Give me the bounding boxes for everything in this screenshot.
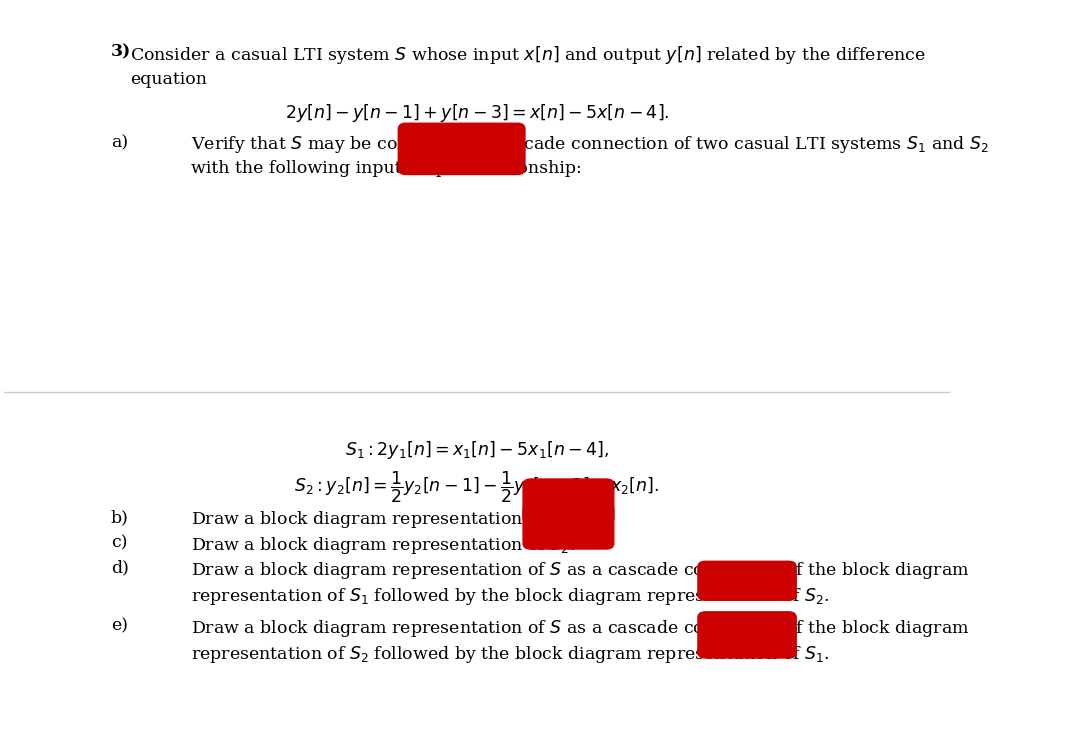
Text: Draw a block diagram representation of $S$ as a cascade connection of the block : Draw a block diagram representation of $… [191, 618, 970, 639]
Text: Verify that $S$ may be considered a cascade connection of two casual LTI systems: Verify that $S$ may be considered a casc… [191, 134, 989, 155]
FancyBboxPatch shape [523, 504, 613, 549]
FancyBboxPatch shape [399, 123, 525, 174]
Text: equation: equation [130, 71, 207, 88]
Text: Consider a casual LTI system $S$ whose input $x[n]$ and output $y[n]$ related by: Consider a casual LTI system $S$ whose i… [130, 44, 926, 66]
Text: $S_1: 2y_1[n] = x_1[n] - 5x_1[n-4],$: $S_1: 2y_1[n] = x_1[n] - 5x_1[n-4],$ [345, 439, 609, 461]
FancyBboxPatch shape [523, 479, 613, 523]
Text: Draw a block diagram representation of $S_1$.: Draw a block diagram representation of $… [191, 510, 576, 530]
Text: c): c) [111, 534, 127, 552]
Text: 3): 3) [111, 44, 132, 61]
Text: b): b) [111, 510, 129, 526]
Text: representation of $S_2$ followed by the block diagram representation of $S_1$.: representation of $S_2$ followed by the … [191, 644, 831, 664]
Text: representation of $S_1$ followed by the block diagram representation of $S_2$.: representation of $S_1$ followed by the … [191, 586, 831, 607]
Text: d): d) [111, 560, 129, 577]
Text: e): e) [111, 618, 127, 634]
FancyBboxPatch shape [698, 561, 796, 600]
Text: $2y[n] - y[n-1] + y[n-3] = x[n] - 5x[n-4].$: $2y[n] - y[n-1] + y[n-3] = x[n] - 5x[n-4… [284, 101, 669, 123]
Text: a): a) [111, 134, 129, 151]
Text: $S_2: y_2[n] = \dfrac{1}{2}y_2[n-1] - \dfrac{1}{2}y_2[n-3] + x_2[n].$: $S_2: y_2[n] = \dfrac{1}{2}y_2[n-1] - \d… [294, 469, 659, 505]
Text: Draw a block diagram representation of $S$ as a cascade connection of the block : Draw a block diagram representation of $… [191, 560, 970, 581]
Text: with the following input-output relationship:: with the following input-output relation… [191, 160, 582, 177]
Text: Draw a block diagram representation of $S_2$.: Draw a block diagram representation of $… [191, 534, 576, 556]
FancyBboxPatch shape [698, 612, 796, 658]
